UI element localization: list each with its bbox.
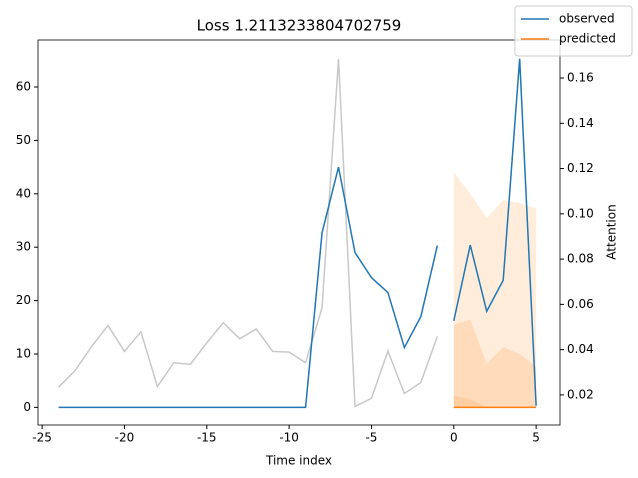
quantile-band — [453, 319, 537, 408]
quantile-band — [453, 395, 537, 408]
y2-tick-label: 0.10 — [567, 206, 594, 220]
y2-tick-label: 0.12 — [567, 161, 594, 175]
y-tick-label: 30 — [16, 240, 31, 254]
y-tick-label: 20 — [16, 293, 31, 307]
y2-tick-label: 0.08 — [567, 252, 594, 266]
attention-line — [58, 58, 439, 408]
legend-label: observed — [559, 12, 615, 26]
y-tick-label: 40 — [16, 186, 31, 200]
x-axis-label: Time index — [265, 454, 332, 468]
y2-tick-label: 0.04 — [567, 342, 594, 356]
y2-tick-label: 0.02 — [567, 387, 594, 401]
x-tick-label: -25 — [32, 431, 52, 445]
series-line — [58, 58, 537, 409]
chart-title: Loss 1.2113233804702759 — [197, 17, 402, 35]
legend-label: predicted — [559, 32, 616, 46]
x-tick-label: -20 — [115, 431, 135, 445]
quantile-band — [453, 172, 537, 408]
y-tick-label: 50 — [16, 133, 31, 147]
x-tick-label: -10 — [279, 431, 299, 445]
y-tick-label: 60 — [16, 79, 31, 93]
y2-tick-label: 0.14 — [567, 116, 594, 130]
x-tick-label: -5 — [365, 431, 377, 445]
plot-frame — [37, 39, 561, 426]
y-tick-label: 10 — [16, 346, 31, 360]
y2-tick-label: 0.16 — [567, 71, 594, 85]
x-tick-label: -15 — [197, 431, 217, 445]
y2-axis-label: Attention — [605, 204, 619, 259]
y-tick-label: 0 — [23, 400, 31, 414]
x-tick-label: 5 — [532, 431, 540, 445]
y2-tick-label: 0.06 — [567, 297, 594, 311]
x-tick-label: 0 — [450, 431, 458, 445]
